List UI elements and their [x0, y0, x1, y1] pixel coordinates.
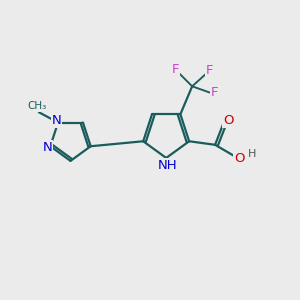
- Text: NH: NH: [158, 159, 178, 172]
- Text: N: N: [43, 141, 52, 154]
- Text: N: N: [52, 114, 61, 127]
- Text: O: O: [224, 114, 234, 127]
- Text: CH₃: CH₃: [28, 101, 47, 111]
- Text: F: F: [206, 64, 214, 76]
- Text: F: F: [172, 63, 179, 76]
- Text: F: F: [211, 86, 219, 99]
- Text: O: O: [235, 152, 245, 165]
- Text: H: H: [248, 148, 256, 159]
